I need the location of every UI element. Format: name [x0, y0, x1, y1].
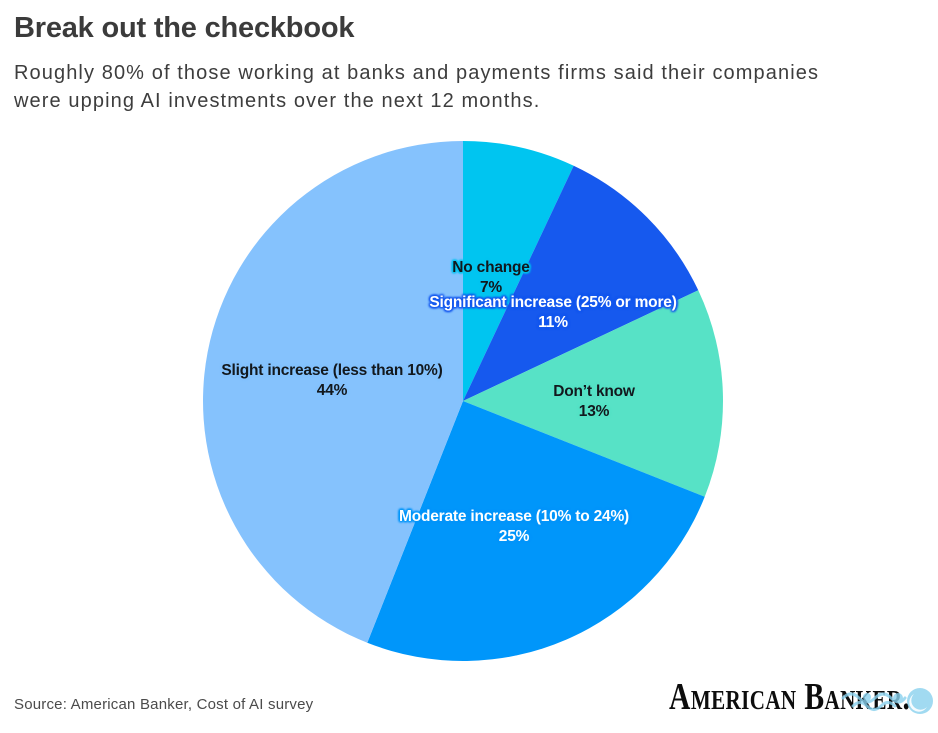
slice-label-pct: 13% — [578, 403, 610, 420]
slice-label-text: Slight increase (less than 10%) — [221, 362, 443, 379]
pie-slice-3 — [463, 290, 724, 497]
pie-slice-1 — [463, 141, 574, 401]
source-note: Source: American Banker, Cost of AI surv… — [14, 696, 314, 713]
pie-slice-4 — [367, 401, 705, 661]
pie-slice-5 — [203, 141, 463, 643]
slice-label-pct: 44% — [316, 382, 348, 399]
slice-label-text: Moderate increase (10% to 24%) — [398, 508, 630, 525]
pie-slice-label-1: No change 7% — [452, 258, 530, 298]
chart-subtitle: Roughly 80% of those working at banks an… — [14, 62, 820, 112]
slice-label-pct: 7% — [479, 279, 502, 296]
pie-slice-2 — [463, 165, 699, 401]
pie-slice-label-5: Slight increase (less than 10%) 44% — [221, 361, 442, 401]
pie-slice-label-2: Significant increase (25% or more) 11% — [429, 293, 677, 333]
logo-watermark-icon — [841, 688, 933, 714]
pie-slice-label-4: Moderate increase (10% to 24%) 25% — [399, 507, 629, 547]
slice-label-pct: 25% — [498, 528, 530, 545]
slice-label-text: No change — [452, 259, 530, 276]
slice-label-text: Significant increase (25% or more) — [429, 294, 677, 311]
slice-label-text: Don’t know — [553, 383, 635, 400]
slice-label-pct: 11% — [538, 314, 568, 331]
chart-title: Break out the checkbook — [14, 12, 355, 44]
pie-slice-label-3: Don’t know 13% — [553, 382, 635, 422]
